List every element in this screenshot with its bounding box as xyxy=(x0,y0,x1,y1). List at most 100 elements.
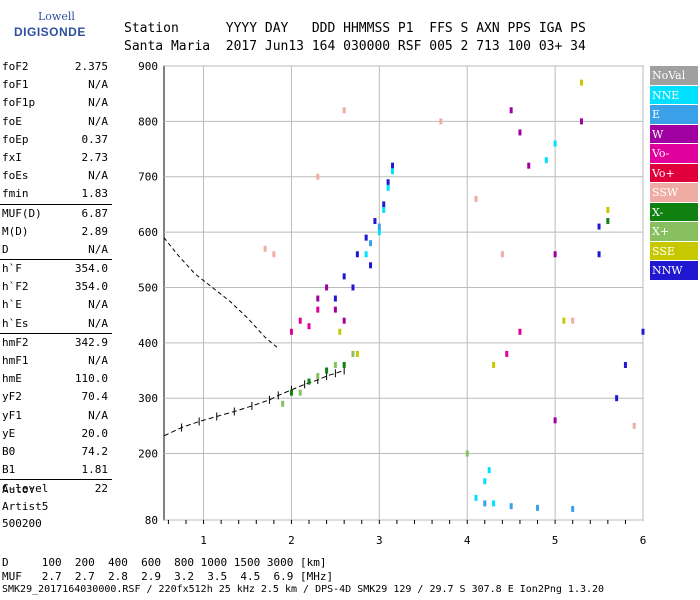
data-point-nnw xyxy=(333,295,337,302)
param-row: yF1 N/A xyxy=(0,407,112,425)
data-point-ssw xyxy=(500,251,504,258)
legend-item: X- xyxy=(650,202,698,222)
footer-muf: MUF 2.7 2.7 2.8 2.9 3.2 3.5 4.5 6.9 [MHz… xyxy=(2,570,334,583)
param-name: hmF1 xyxy=(2,354,29,367)
data-point-vo- xyxy=(505,350,509,357)
param-name: foF1 xyxy=(2,78,29,92)
param-value: N/A xyxy=(88,242,108,256)
param-row: foF1p N/A xyxy=(0,94,112,112)
header-labels: Station YYYY DAY DDD HHMMSS P1 FFS S AXN… xyxy=(124,21,586,36)
data-point-x- xyxy=(342,361,346,368)
data-point-x- xyxy=(325,367,329,374)
x-tick-label: 5 xyxy=(552,534,559,547)
param-value: N/A xyxy=(88,408,108,422)
param-value: N/A xyxy=(88,78,108,92)
data-point-nne xyxy=(391,168,395,175)
data-point-nnw xyxy=(597,251,601,258)
legend-item: NoVal xyxy=(650,66,698,86)
y-tick-label: 700 xyxy=(138,171,158,184)
param-value: 342.9 xyxy=(74,335,108,349)
data-point-ssw xyxy=(342,107,346,114)
data-point-x+ xyxy=(333,361,337,368)
y-tick-label: 200 xyxy=(138,448,158,461)
param-name: B1 xyxy=(2,463,16,477)
legend-item: E xyxy=(650,105,698,125)
data-point-ssw xyxy=(474,195,478,202)
param-name: h`F2 xyxy=(2,280,29,294)
legend-item: X+ xyxy=(650,222,698,242)
profile-line xyxy=(163,237,279,349)
data-point-w xyxy=(325,284,329,291)
param-name: hmF2 xyxy=(2,335,29,349)
data-point-nne xyxy=(483,478,487,485)
param-name: foEs xyxy=(2,169,29,183)
param-value: 354.0 xyxy=(74,262,108,276)
legend-item: SSW xyxy=(650,183,698,203)
y-tick-label: 300 xyxy=(138,392,158,405)
y-tick-label: 600 xyxy=(138,226,158,239)
data-point-nne xyxy=(553,140,557,147)
data-point-w xyxy=(316,295,320,302)
data-point-ssw xyxy=(316,173,320,180)
param-row: yE 20.0 xyxy=(0,425,112,443)
x-tick-label: 3 xyxy=(376,534,383,547)
param-value: 1.83 xyxy=(81,187,109,201)
data-point-nnw xyxy=(373,218,377,225)
data-point-ssw xyxy=(272,251,276,258)
param-value: 1.81 xyxy=(81,463,109,477)
x-tick-label: 1 xyxy=(200,534,207,547)
param-value: N/A xyxy=(88,169,108,183)
param-name: h`Es xyxy=(2,316,29,330)
param-row: fxI 2.73 xyxy=(0,149,112,167)
data-point-x+ xyxy=(465,450,469,457)
param-row: yF2 70.4 xyxy=(0,388,112,406)
param-row: hmE 110.0 xyxy=(0,370,112,388)
y-tick-label: 500 xyxy=(138,281,158,294)
data-point-nnw xyxy=(355,251,359,258)
data-point-nnw xyxy=(391,162,395,169)
data-point-vo- xyxy=(298,317,302,324)
data-point-nne xyxy=(386,184,390,191)
data-point-x+ xyxy=(298,389,302,396)
legend-item: NNW xyxy=(650,261,698,281)
param-value: N/A xyxy=(88,354,108,367)
parameter-panel: foF2 2.375 foF1 N/A foF1p N/A foE N/A foEp 0.37 fx… xyxy=(0,58,112,499)
data-point-nne xyxy=(377,229,381,236)
param-value: N/A xyxy=(88,96,108,110)
footer-distance: D 100 200 400 600 800 1000 1500 3000 [km… xyxy=(2,556,327,569)
data-point-x- xyxy=(606,218,610,225)
param-name: foEp xyxy=(2,132,29,146)
param-row: M(D) 2.89 xyxy=(0,223,112,241)
param-name: C-level xyxy=(2,482,49,496)
footer-file-info: SMK29_2017164030000.RSF / 220fx512h 25 k… xyxy=(2,584,605,595)
param-row: fmin 1.83 xyxy=(0,185,112,203)
param-row: MUF(D) 6.87 xyxy=(0,203,112,223)
param-value: 20.0 xyxy=(81,426,109,440)
data-point-nnw xyxy=(597,223,601,230)
artist-label: Artist5 xyxy=(2,500,49,513)
data-point-sse xyxy=(562,317,566,324)
param-value: 2.89 xyxy=(81,224,109,238)
data-point-e xyxy=(509,503,513,510)
param-name: fmin xyxy=(2,187,29,201)
data-point-nne xyxy=(544,157,548,164)
legend-item: Vo- xyxy=(650,144,698,164)
param-row: h`Es N/A xyxy=(0,315,112,333)
param-name: h`E xyxy=(2,298,22,312)
param-value: 70.4 xyxy=(81,390,109,404)
param-name: yF1 xyxy=(2,408,22,422)
param-value: 2.375 xyxy=(74,60,108,73)
logo-line2: DIGISONDE xyxy=(14,25,86,39)
param-row: h`E N/A xyxy=(0,296,112,314)
param-name: yF2 xyxy=(2,390,22,404)
param-value: 22 xyxy=(94,482,108,496)
data-point-nnw xyxy=(364,234,368,241)
data-point-nnw xyxy=(623,361,627,368)
data-point-w xyxy=(509,107,513,114)
data-point-sse xyxy=(355,350,359,357)
x-tick-label: 4 xyxy=(464,534,471,547)
param-value: 74.2 xyxy=(81,444,109,458)
data-point-sse xyxy=(492,361,496,368)
data-point-nne xyxy=(382,206,386,213)
